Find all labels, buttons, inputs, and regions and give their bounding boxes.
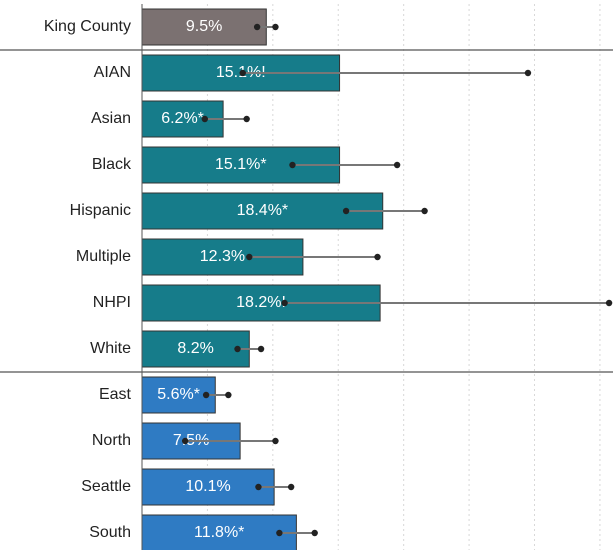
category-label: AIAN: [94, 64, 131, 81]
error-low: [201, 115, 208, 123]
error-low: [246, 253, 253, 261]
error-high: [524, 69, 532, 77]
category-label: North: [92, 432, 131, 449]
bar: [141, 514, 297, 550]
bar: [141, 330, 250, 368]
error-high: [374, 253, 381, 261]
error-high: [421, 207, 428, 215]
error-low: [181, 437, 189, 445]
error-high: [287, 483, 295, 491]
category-label: King County: [44, 18, 131, 35]
error-low: [289, 161, 296, 169]
value-label: 12.3%: [200, 248, 245, 265]
value-label: 18.4%*: [237, 202, 289, 219]
value-label: 10.1%: [185, 478, 230, 495]
error-high: [311, 529, 318, 537]
category-label: East: [99, 386, 132, 403]
bar: [141, 468, 275, 506]
error-high: [243, 115, 250, 123]
error-high: [272, 437, 279, 445]
error-low: [234, 345, 241, 353]
error-low: [202, 391, 210, 399]
value-label: 8.2%: [177, 340, 213, 357]
category-label: Multiple: [76, 248, 131, 265]
bar: [141, 192, 384, 230]
value-label: 18.2%!: [236, 294, 286, 311]
category-label: Hispanic: [70, 202, 131, 219]
error-high: [225, 391, 232, 399]
error-low: [239, 69, 246, 77]
value-label: 11.8%*: [194, 524, 244, 541]
error-low: [342, 207, 350, 215]
error-high: [257, 345, 265, 353]
category-label: White: [90, 340, 131, 357]
error-low: [276, 529, 283, 537]
value-label: 5.6%*: [157, 386, 200, 403]
category-label: NHPI: [93, 294, 131, 311]
value-label: 15.1%*: [215, 156, 267, 173]
value-label: 9.5%: [186, 18, 222, 35]
error-high: [605, 299, 613, 307]
error-low: [255, 483, 262, 491]
error-low: [253, 23, 261, 31]
value-label: 6.2%*: [161, 110, 204, 127]
error-low: [281, 299, 288, 307]
bar: [141, 8, 267, 46]
category-label: South: [89, 524, 131, 541]
category-label: Asian: [91, 110, 131, 127]
error-high: [393, 161, 401, 169]
category-label: Black: [92, 156, 132, 173]
error-high: [272, 23, 279, 31]
category-label: Seattle: [81, 478, 131, 495]
